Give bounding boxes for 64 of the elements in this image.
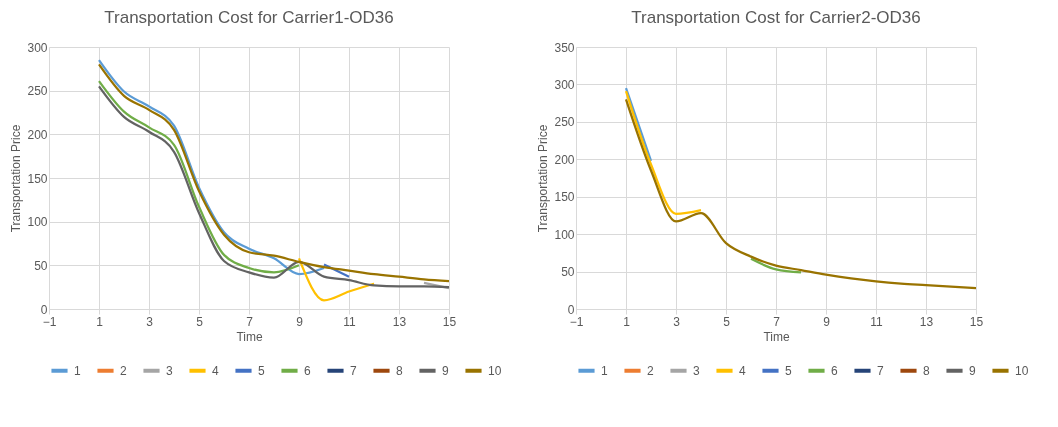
legend-label: 8 — [396, 363, 403, 378]
legend-label: 7 — [350, 363, 357, 378]
y-tick-label: 150 — [27, 171, 48, 186]
x-axis-title: Time — [236, 329, 263, 344]
x-tick-label: −1 — [42, 314, 57, 329]
x-tick-label: 11 — [870, 314, 884, 329]
y-tick-label: 300 — [27, 40, 48, 55]
x-tick-label: 1 — [623, 314, 631, 329]
x-axis-title: Time — [763, 329, 790, 344]
y-tick-label: 250 — [27, 84, 48, 99]
y-tick-label: 200 — [27, 127, 48, 142]
y-axis-title: Transportation Price — [536, 124, 551, 233]
legend-label: 8 — [923, 363, 930, 378]
x-tick-label: 9 — [823, 314, 831, 329]
y-tick-label: 350 — [554, 40, 575, 55]
legend-label: 3 — [166, 363, 173, 378]
y-tick-label: 150 — [554, 190, 575, 205]
x-tick-label: 1 — [96, 314, 104, 329]
legend-label: 10 — [1015, 363, 1029, 378]
x-tick-label: 5 — [723, 314, 731, 329]
legend-label: 5 — [258, 363, 265, 378]
y-tick-label: 100 — [27, 215, 48, 230]
x-tick-label: 7 — [246, 314, 254, 329]
x-tick-label: 15 — [969, 314, 984, 329]
legend-label: 7 — [877, 363, 884, 378]
legend-label: 4 — [739, 363, 746, 378]
legend-label: 4 — [212, 363, 219, 378]
y-tick-label: 50 — [561, 265, 575, 280]
chart-title: Transportation Cost for Carrier2-OD36 — [631, 8, 921, 27]
legend-label: 1 — [74, 363, 81, 378]
y-tick-label: 200 — [554, 152, 575, 167]
x-tick-label: 3 — [146, 314, 154, 329]
chart-title: Transportation Cost for Carrier1-OD36 — [104, 8, 394, 27]
x-tick-label: 5 — [196, 314, 204, 329]
x-tick-label: 7 — [773, 314, 781, 329]
line-series — [624, 90, 703, 216]
legend-label: 9 — [442, 363, 449, 378]
y-tick-label: 0 — [567, 302, 575, 317]
legend-label: 5 — [785, 363, 792, 378]
y-tick-label: 300 — [554, 77, 575, 92]
y-tick-label: 0 — [40, 302, 48, 317]
line-series — [624, 98, 978, 290]
y-tick-label: 50 — [34, 258, 48, 273]
legend-label: 9 — [969, 363, 976, 378]
x-tick-label: 11 — [343, 314, 357, 329]
legend-label: 6 — [831, 363, 838, 378]
legend-label: 1 — [601, 363, 608, 378]
line-series — [97, 58, 326, 276]
x-tick-label: −1 — [569, 314, 584, 329]
legend-label: 2 — [647, 363, 654, 378]
legend-label: 2 — [120, 363, 127, 378]
legend-label: 3 — [693, 363, 700, 378]
x-tick-label: 13 — [392, 314, 407, 329]
x-tick-label: 3 — [673, 314, 681, 329]
legend-label: 6 — [304, 363, 311, 378]
line-series — [97, 79, 301, 274]
x-tick-label: 15 — [442, 314, 457, 329]
x-tick-label: 13 — [919, 314, 934, 329]
y-tick-label: 100 — [554, 227, 575, 242]
x-tick-label: 9 — [296, 314, 304, 329]
line-series — [297, 257, 376, 302]
y-tick-label: 250 — [554, 115, 575, 130]
y-axis-title: Transportation Price — [9, 124, 24, 233]
legend-label: 10 — [488, 363, 502, 378]
